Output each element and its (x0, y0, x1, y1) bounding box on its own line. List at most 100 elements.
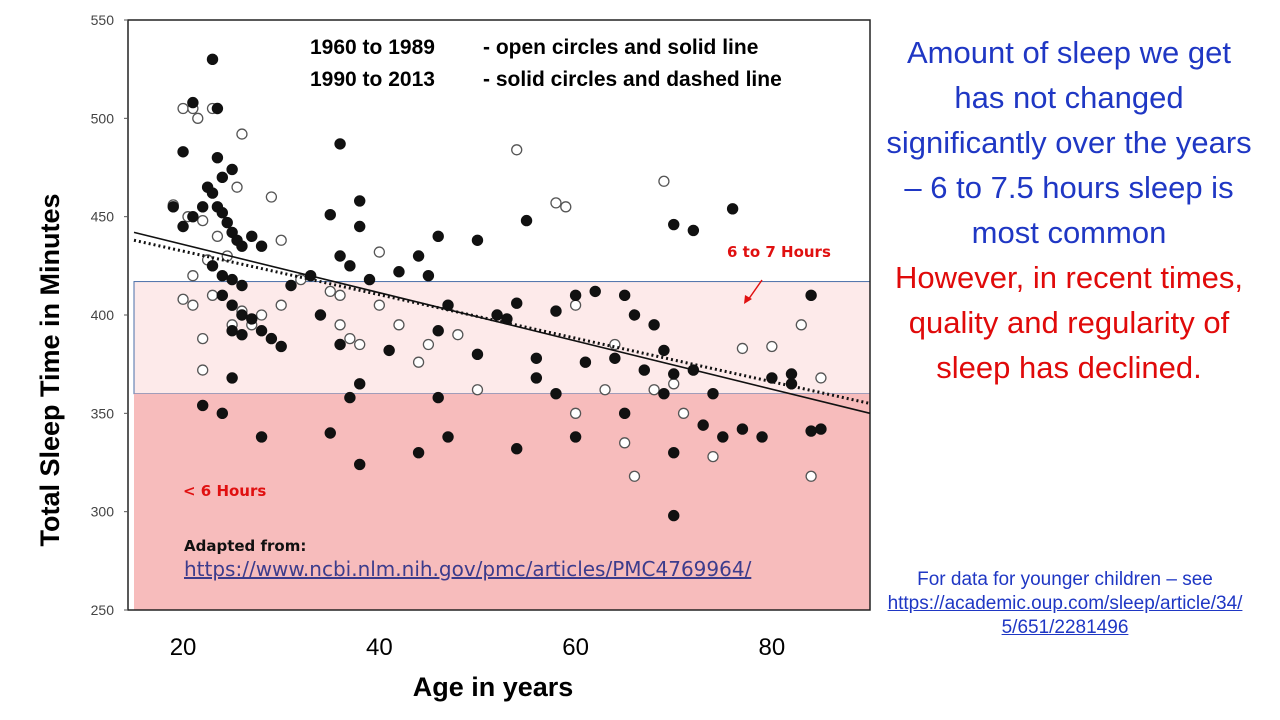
solid-circle-point (432, 230, 444, 243)
solid-circle-point (442, 431, 454, 443)
solid-circle-point (167, 201, 179, 213)
trend-lines (133, 231, 871, 415)
open-circle-point (197, 364, 209, 376)
legend-line2-desc: - solid circles and dashed line (483, 68, 782, 91)
y-tick-label: 250 (91, 602, 115, 618)
solid-circle-point (354, 195, 366, 207)
open-circle-point (707, 450, 719, 463)
solid-circle-point (530, 352, 543, 364)
solid-circle-point (206, 187, 219, 199)
solid-circle-point (354, 378, 366, 390)
open-circle-point (334, 319, 346, 331)
solid-circle-point (177, 220, 189, 233)
open-circle-point (393, 319, 405, 331)
solid-circle-point (550, 305, 562, 317)
solid-circle-point (324, 209, 336, 221)
solid-circle-point (569, 289, 582, 302)
open-circle-point (569, 299, 582, 311)
open-circle-point (211, 230, 224, 242)
band-low-label: < 6 Hours (183, 482, 266, 500)
band-high-arrowhead (744, 295, 752, 304)
solid-circle-point (668, 218, 680, 231)
solid-circle-point (226, 299, 238, 311)
solid-circle-point (569, 431, 582, 443)
solid-circle-point (354, 458, 366, 471)
open-circle-point (412, 356, 425, 368)
solid-circle-point (422, 269, 435, 282)
legend-line1-desc: - open circles and solid line (483, 36, 758, 59)
solid-circle-point (221, 216, 233, 229)
solid-circle-point (354, 220, 366, 233)
solid-circle-point (363, 273, 376, 286)
solid-circle-point (756, 431, 768, 443)
attribution-link[interactable]: https://www.ncbi.nlm.nih.gov/pmc/article… (184, 557, 752, 581)
x-tick-label: 80 (759, 634, 786, 661)
open-circle-point (422, 338, 435, 351)
solid-circle-point (638, 364, 650, 376)
solid-circle-point (226, 325, 238, 337)
open-circle-point (795, 319, 807, 331)
solid-circle-point (658, 344, 670, 357)
solid-circle-point (255, 431, 268, 443)
solid-circle-point (717, 431, 729, 443)
solid-circle-point (236, 309, 248, 321)
open-circle-point (231, 181, 243, 193)
side-panel: Amount of sleep we get has not changed s… (884, 30, 1254, 390)
solid-circle-point (520, 214, 533, 227)
solid-circle-point (334, 250, 346, 262)
open-circle-point (354, 338, 366, 351)
x-axis-label: Age in years (413, 672, 574, 702)
solid-circle-point (344, 391, 356, 404)
solid-circle-point (196, 201, 209, 213)
solid-circle-point (314, 309, 327, 321)
solid-circle-point (216, 207, 229, 219)
solid-circle-point (648, 319, 660, 331)
trend-line-solid (133, 231, 871, 415)
solid-circle-point (687, 224, 700, 237)
open-circle-point (197, 214, 209, 227)
solid-circle-point (805, 289, 817, 302)
solid-circle-point (265, 332, 278, 345)
legend-line1-years: 1960 to 1989 (310, 36, 435, 59)
open-circle-point (599, 384, 611, 396)
solid-circle-point (579, 356, 592, 368)
open-circle-point (569, 407, 582, 419)
open-circle-point (677, 407, 690, 419)
solid-circle-point (236, 328, 248, 341)
solid-circle-point (618, 407, 631, 420)
open-circle-point (471, 384, 484, 396)
solid-circle-point (196, 399, 209, 412)
younger-children-link[interactable]: https://academic.oup.com/sleep/article/3… (887, 593, 1243, 638)
x-tick-label: 40 (366, 634, 393, 661)
solid-circle-point (255, 325, 268, 337)
open-circle-point (187, 270, 199, 282)
solid-circle-point (628, 309, 641, 321)
band-high-arrow (747, 279, 763, 301)
solid-circle-point (187, 210, 199, 223)
y-tick-label: 550 (91, 12, 115, 28)
open-circle-point (815, 372, 827, 384)
solid-circle-point (216, 269, 229, 282)
solid-circle-point (412, 446, 425, 459)
data-points (167, 53, 827, 522)
solid-circle-point (736, 423, 749, 435)
open-circle-point (197, 332, 209, 345)
attribution-title: Adapted from: (184, 537, 307, 555)
solid-circle-point (206, 260, 219, 272)
band-high-label: 6 to 7 Hours (727, 243, 831, 261)
solid-circle-point (324, 427, 336, 439)
solid-circle-point (206, 53, 219, 66)
solid-circle-point (236, 240, 248, 252)
solid-circle-point (432, 325, 444, 337)
open-circle-point (177, 293, 189, 305)
open-circle-point (658, 175, 670, 187)
solid-circle-point (815, 423, 827, 435)
open-circle-point (805, 470, 817, 482)
solid-circle-point (697, 419, 709, 431)
open-circle-point (275, 234, 287, 246)
solid-circle-point (785, 378, 798, 390)
open-circle-point (187, 299, 199, 311)
attribution: Adapted from: https://www.ncbi.nlm.nih.g… (184, 537, 751, 581)
solid-circle-point (246, 313, 258, 325)
